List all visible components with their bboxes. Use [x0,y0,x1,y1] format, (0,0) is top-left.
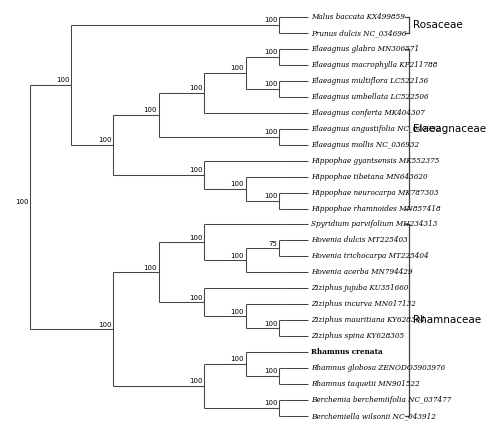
Text: Elaeagnus multiflora LC522136: Elaeagnus multiflora LC522136 [312,77,428,85]
Text: Elaeagnus conferta MK404307: Elaeagnus conferta MK404307 [312,109,426,117]
Text: Spyridium parvifolium MH234313: Spyridium parvifolium MH234313 [312,220,438,229]
Text: Malus baccata KX499859: Malus baccata KX499859 [312,13,406,21]
Text: 100: 100 [230,65,244,71]
Text: 100: 100 [144,107,157,113]
Text: 100: 100 [15,200,28,205]
Text: Rhamnus taquetii MN901522: Rhamnus taquetii MN901522 [312,380,420,388]
Text: 100: 100 [56,78,70,83]
Text: 100: 100 [98,322,112,328]
Text: 100: 100 [264,17,278,23]
Text: 100: 100 [189,167,202,173]
Text: Hippophae tibetana MN643620: Hippophae tibetana MN643620 [312,173,428,181]
Text: Rhamnus globosa ZENODO3903976: Rhamnus globosa ZENODO3903976 [312,364,446,372]
Text: 100: 100 [264,320,278,326]
Text: Ziziphus spina KY628305: Ziziphus spina KY628305 [312,332,404,340]
Text: Hippophae rhamnoides MN857418: Hippophae rhamnoides MN857418 [312,204,441,213]
Text: 100: 100 [98,137,112,143]
Text: 100: 100 [264,401,278,406]
Text: Hovenia trichocarpa MT225404: Hovenia trichocarpa MT225404 [312,252,429,260]
Text: Elaeagnus umbellata LC522506: Elaeagnus umbellata LC522506 [312,93,429,101]
Text: 100: 100 [189,235,202,241]
Text: Ziziphus incurva MN017132: Ziziphus incurva MN017132 [312,300,416,308]
Text: 100: 100 [264,81,278,87]
Text: Elaeagnus mollis NC_036932: Elaeagnus mollis NC_036932 [312,141,420,149]
Text: 100: 100 [144,265,157,271]
Text: 75: 75 [268,241,278,247]
Text: Hovenia acerba MN794429: Hovenia acerba MN794429 [312,268,413,276]
Text: Prunus dulcis NC_034696: Prunus dulcis NC_034696 [312,29,407,37]
Text: 100: 100 [230,253,244,259]
Text: Rhamnus crenata: Rhamnus crenata [312,348,383,356]
Text: Hovenia dulcis MT225403: Hovenia dulcis MT225403 [312,236,408,245]
Text: Hippophae gyantsensis MK552375: Hippophae gyantsensis MK552375 [312,157,440,165]
Text: 100: 100 [189,378,202,385]
Text: Elaeagnus macrophylla KP211788: Elaeagnus macrophylla KP211788 [312,61,438,69]
Text: 100: 100 [230,309,244,315]
Text: 100: 100 [264,49,278,55]
Text: Rosaceae: Rosaceae [413,20,463,30]
Text: Hippophae neurocarpa MK787303: Hippophae neurocarpa MK787303 [312,188,439,197]
Text: 100: 100 [264,193,278,199]
Text: Rhamnaceae: Rhamnaceae [413,315,481,325]
Text: 100: 100 [264,129,278,135]
Text: 100: 100 [264,368,278,375]
Text: Elaeagnus glabra MN306571: Elaeagnus glabra MN306571 [312,45,420,53]
Text: Ziziphus mauritiana KY628304: Ziziphus mauritiana KY628304 [312,316,425,324]
Text: 100: 100 [230,181,244,187]
Text: Elaeagnus angustifolia NC_040992: Elaeagnus angustifolia NC_040992 [312,125,441,133]
Text: Ziziphus jujuba KU351660: Ziziphus jujuba KU351660 [312,284,409,292]
Text: Berchemia berchemiifolia NC_037477: Berchemia berchemiifolia NC_037477 [312,396,452,404]
Text: 100: 100 [230,356,244,362]
Text: Berchemiella wilsonii NC_043912: Berchemiella wilsonii NC_043912 [312,412,436,420]
Text: Elaeagnaceae: Elaeagnaceae [413,124,486,134]
Text: 100: 100 [189,294,202,301]
Text: 100: 100 [189,85,202,91]
